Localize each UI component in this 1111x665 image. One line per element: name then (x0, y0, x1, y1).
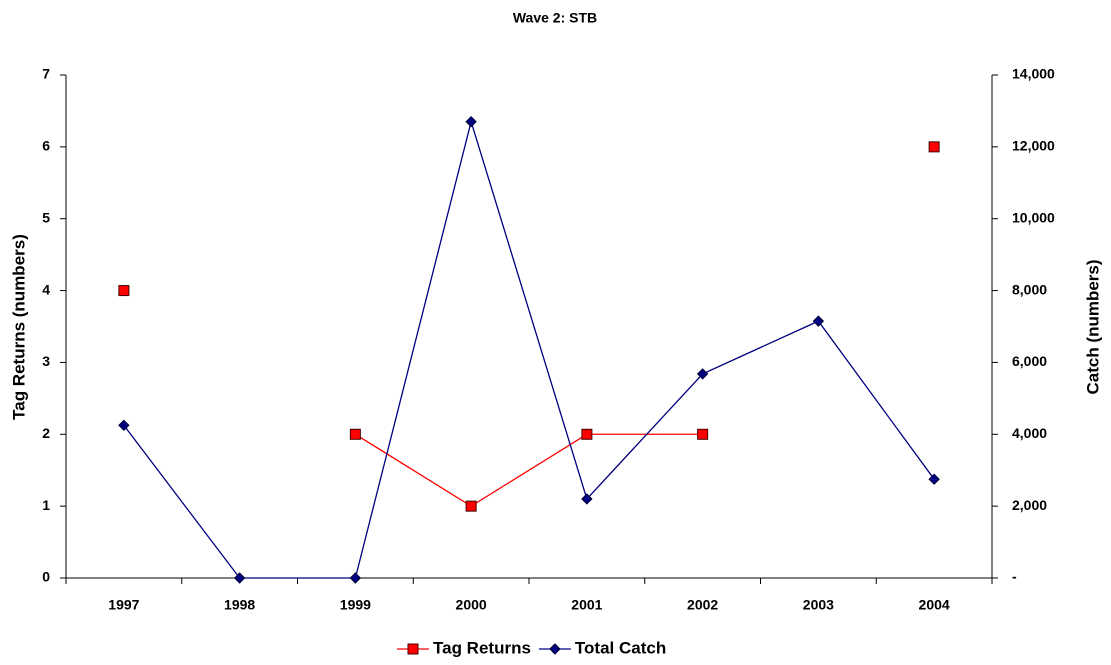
y-tick-label: 4 (42, 281, 50, 297)
x-tick-label: 1997 (108, 597, 139, 613)
y-tick-label: 0 (42, 569, 50, 585)
series-line (355, 147, 934, 506)
x-tick-label: 1998 (224, 597, 255, 613)
y2-axis-label: Catch (numbers) (1083, 259, 1102, 394)
x-tick-label: 2001 (571, 597, 602, 613)
y-tick-label: 7 (42, 66, 50, 82)
chart-title: Wave 2: STB (513, 10, 597, 26)
marker (118, 285, 130, 297)
marker (118, 419, 130, 432)
marker (812, 315, 825, 327)
legend-label: Total Catch (575, 638, 666, 657)
marker (581, 493, 593, 505)
y-tick-label: 6 (42, 138, 50, 154)
y2-tick-label: 10,000 (1012, 209, 1055, 225)
y2-tick-label: 8,000 (1012, 281, 1047, 297)
x-tick-label: 2003 (803, 597, 834, 613)
marker (696, 368, 709, 380)
marker (928, 141, 940, 153)
marker (928, 473, 940, 485)
x-tick-label: 1999 (340, 597, 371, 613)
y2-tick-label: 6,000 (1012, 353, 1047, 369)
legend-label: Tag Returns (433, 638, 531, 657)
marker (465, 500, 477, 512)
marker (581, 428, 593, 440)
y-tick-label: 2 (42, 425, 50, 441)
y-axis-label: Tag Returns (numbers) (9, 234, 28, 420)
marker (465, 115, 477, 128)
y2-tick-label: 2,000 (1012, 497, 1047, 513)
marker (349, 428, 361, 440)
series-line (123, 119, 935, 579)
y2-tick-label: - (1012, 569, 1017, 585)
x-tick-label: 2000 (456, 597, 487, 613)
y-tick-label: 5 (42, 209, 50, 225)
marker (549, 643, 561, 655)
x-tick-label: 2002 (687, 597, 718, 613)
x-tick-label: 2004 (919, 597, 950, 613)
y-tick-label: 3 (42, 353, 50, 369)
y2-tick-label: 12,000 (1012, 138, 1055, 154)
marker (349, 572, 362, 584)
y-tick-label: 1 (42, 497, 50, 513)
marker (697, 428, 709, 440)
marker (233, 572, 246, 584)
y2-tick-label: 4,000 (1012, 425, 1047, 441)
marker (407, 643, 419, 655)
y2-tick-label: 14,000 (1012, 66, 1055, 82)
